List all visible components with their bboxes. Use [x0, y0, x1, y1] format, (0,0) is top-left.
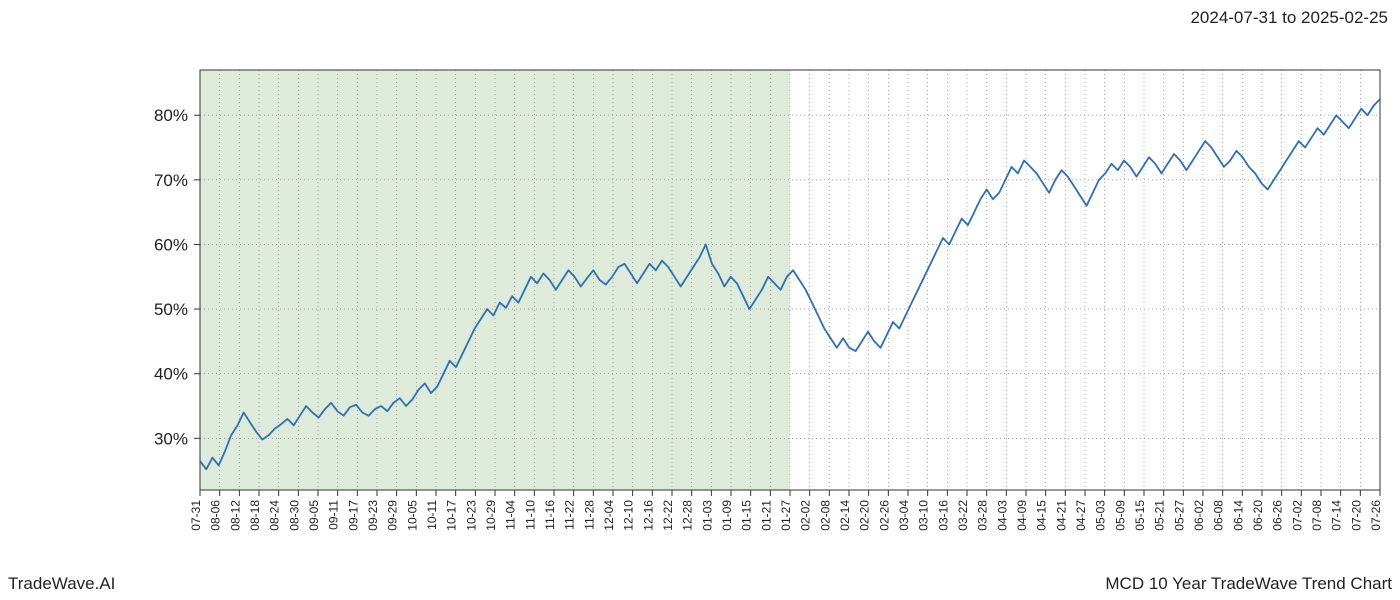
- xtick-label: 03-16: [936, 500, 950, 531]
- xtick-label: 07-14: [1330, 500, 1344, 531]
- xtick-label: 12-04: [602, 500, 616, 531]
- ytick-label: 70%: [154, 171, 188, 190]
- xtick-label: 02-20: [858, 500, 872, 531]
- xtick-label: 12-22: [661, 500, 675, 531]
- xtick-label: 04-09: [1015, 500, 1029, 531]
- xtick-label: 03-28: [976, 500, 990, 531]
- xtick-label: 09-17: [346, 500, 360, 531]
- xtick-label: 07-31: [189, 500, 203, 531]
- xtick-label: 08-06: [209, 500, 223, 531]
- xtick-label: 06-26: [1271, 500, 1285, 531]
- xtick-label: 11-16: [543, 500, 557, 530]
- xtick-label: 01-15: [740, 500, 754, 531]
- xtick-label: 05-21: [1153, 500, 1167, 531]
- xtick-label: 01-27: [779, 500, 793, 531]
- chart-container: 30% 40% 50% 60% 70% 80% 07-31 08-06 08-12 08-18 08…: [0, 40, 1400, 550]
- xtick-label: 04-15: [1035, 500, 1049, 531]
- xtick-label: 10-05: [405, 500, 419, 531]
- xtick-label: 02-08: [818, 500, 832, 531]
- ytick-label: 80%: [154, 106, 188, 125]
- xtick-label: 11-22: [563, 500, 577, 530]
- ytick-label: 30%: [154, 429, 188, 448]
- xtick-label: 06-02: [1192, 500, 1206, 531]
- trend-chart: 30% 40% 50% 60% 70% 80% 07-31 08-06 08-12 08-18 08…: [0, 40, 1400, 550]
- xtick-label: 04-21: [1054, 500, 1068, 531]
- xtick-label: 09-11: [327, 500, 341, 530]
- xtick-label: 07-20: [1349, 500, 1363, 531]
- xtick-label: 02-14: [838, 500, 852, 531]
- xtick-label: 04-27: [1074, 500, 1088, 531]
- ytick-label: 40%: [154, 365, 188, 384]
- xtick-label: 11-28: [582, 500, 596, 530]
- xtick-label: 10-23: [464, 500, 478, 531]
- xtick-label: 08-30: [287, 500, 301, 531]
- xtick-label: 06-08: [1212, 500, 1226, 531]
- xtick-label: 06-20: [1251, 500, 1265, 531]
- xtick-label: 05-15: [1133, 500, 1147, 531]
- ytick-label: 60%: [154, 235, 188, 254]
- xtick-label: 09-05: [307, 500, 321, 531]
- xtick-label: 09-29: [386, 500, 400, 531]
- xtick-label: 09-23: [366, 500, 380, 531]
- xtick-label: 10-11: [425, 500, 439, 530]
- xtick-label: 02-26: [877, 500, 891, 531]
- xtick-label: 03-04: [897, 500, 911, 531]
- xtick-label: 08-12: [228, 500, 242, 531]
- xtick-label: 01-09: [720, 500, 734, 531]
- ytick-label: 50%: [154, 300, 188, 319]
- xtick-label: 05-27: [1172, 500, 1186, 531]
- xtick-label: 02-02: [799, 500, 813, 531]
- xtick-label: 07-08: [1310, 500, 1324, 531]
- xtick-label: 06-14: [1231, 500, 1245, 531]
- xtick-label: 05-03: [1094, 500, 1108, 531]
- xtick-label: 05-09: [1113, 500, 1127, 531]
- xtick-label: 12-28: [681, 500, 695, 531]
- xtick-label: 12-10: [622, 500, 636, 531]
- xtick-label: 08-18: [248, 500, 262, 531]
- xtick-label: 03-22: [956, 500, 970, 531]
- xtick-label: 04-03: [995, 500, 1009, 531]
- xtick-label: 11-04: [504, 500, 518, 530]
- date-range-label: 2024-07-31 to 2025-02-25: [1190, 8, 1388, 28]
- xtick-label: 07-02: [1290, 500, 1304, 531]
- xtick-label: 11-10: [523, 500, 537, 530]
- chart-title: MCD 10 Year TradeWave Trend Chart: [1105, 574, 1392, 594]
- xtick-label: 01-03: [700, 500, 714, 531]
- xtick-label: 03-10: [917, 500, 931, 531]
- xtick-label: 10-29: [484, 500, 498, 531]
- xtick-label: 10-17: [445, 500, 459, 531]
- xtick-label: 12-16: [641, 500, 655, 531]
- brand-label: TradeWave.AI: [8, 574, 115, 594]
- xtick-label: 07-26: [1369, 500, 1383, 531]
- xtick-label: 08-24: [268, 500, 282, 531]
- xtick-label: 01-21: [759, 500, 773, 531]
